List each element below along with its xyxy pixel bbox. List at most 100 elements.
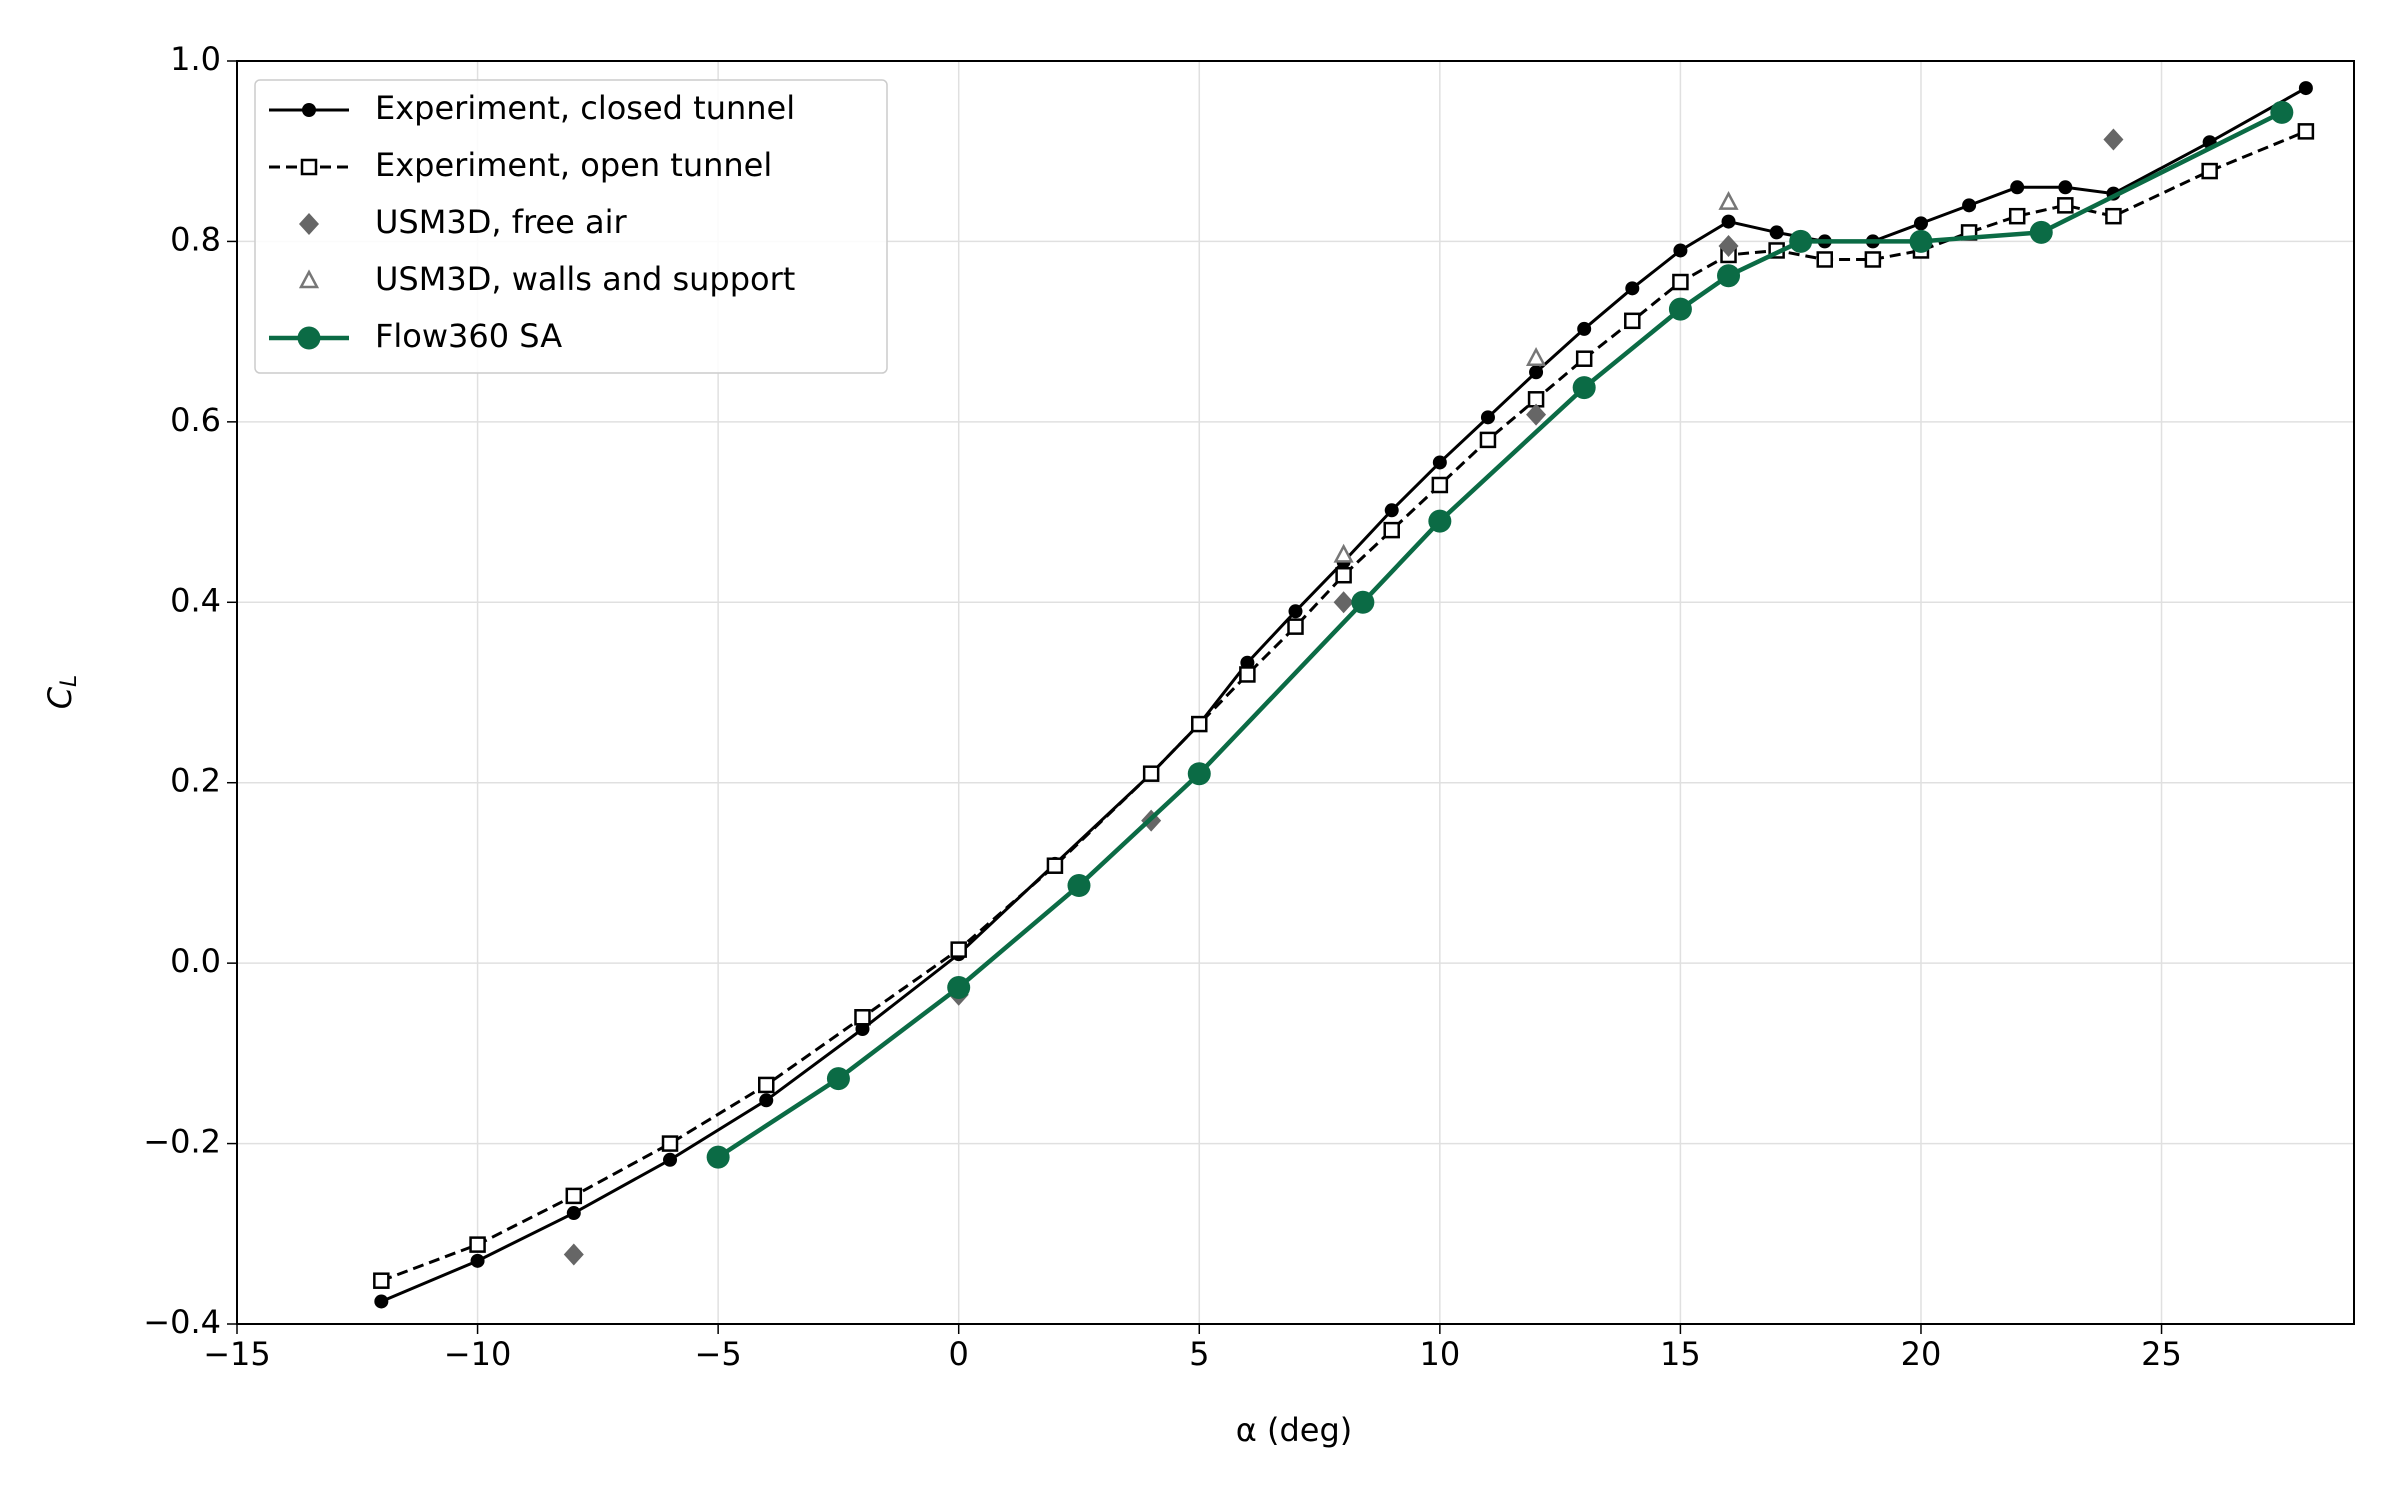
- point: [565, 1187, 583, 1205]
- x-tick-label: −15: [203, 1335, 271, 1373]
- y-axis-label-main: C: [41, 686, 79, 709]
- point: [1913, 216, 1928, 231]
- legend-marker: [302, 103, 316, 117]
- point: [374, 1294, 389, 1309]
- point: [1333, 591, 1354, 614]
- point: [1525, 347, 1547, 366]
- point: [826, 1067, 850, 1091]
- point: [1769, 225, 1784, 240]
- point: [1864, 251, 1882, 268]
- point: [1479, 431, 1497, 449]
- legend-label: Experiment, open tunnel: [375, 146, 772, 184]
- x-axis-label: α (deg): [1236, 1411, 1353, 1449]
- legend-label: USM3D, free air: [375, 203, 627, 241]
- point: [1432, 455, 1447, 470]
- point: [1577, 321, 1592, 336]
- y-tick-label: 0.0: [170, 942, 221, 980]
- point: [947, 976, 971, 1000]
- point: [1625, 281, 1640, 296]
- legend-frame: [254, 79, 888, 374]
- point: [2201, 162, 2218, 180]
- point: [950, 941, 967, 958]
- point: [469, 1236, 486, 1253]
- point: [1333, 543, 1354, 563]
- point: [1718, 190, 1739, 210]
- x-tick-label: −10: [444, 1335, 512, 1373]
- point: [2057, 197, 2074, 214]
- point: [1721, 214, 1736, 229]
- y-tick-label: 0.6: [170, 401, 221, 439]
- point: [1575, 350, 1593, 367]
- legend-marker: [298, 269, 320, 289]
- point: [1287, 618, 1304, 635]
- point: [563, 1243, 584, 1266]
- point: [1239, 666, 1256, 683]
- y-tick-label: 0.8: [170, 220, 221, 258]
- point: [1529, 365, 1544, 380]
- point: [1673, 243, 1688, 258]
- point: [2298, 81, 2313, 96]
- point: [1572, 376, 1596, 400]
- y-tick-label: −0.2: [143, 1123, 221, 1161]
- legend-marker: [297, 326, 321, 350]
- y-tick-label: 1.0: [170, 40, 221, 78]
- point: [1351, 590, 1375, 614]
- legend-label: Flow360 SA: [375, 317, 562, 355]
- point: [663, 1152, 678, 1167]
- point: [1428, 509, 1452, 533]
- point: [2297, 123, 2315, 140]
- point: [2029, 220, 2053, 244]
- point: [1335, 566, 1352, 584]
- point: [566, 1206, 581, 1221]
- point: [1067, 874, 1091, 898]
- point: [854, 1009, 871, 1026]
- point: [2008, 207, 2026, 225]
- point: [759, 1093, 774, 1108]
- x-tick-label: 15: [1660, 1335, 1701, 1373]
- x-tick-label: 20: [1901, 1335, 1942, 1373]
- legend-marker: [299, 213, 319, 235]
- y-tick-label: 0.4: [170, 581, 221, 619]
- series-line: [716, 110, 2283, 1159]
- point: [2058, 180, 2073, 195]
- y-tick-label: 0.2: [170, 762, 221, 800]
- point: [2105, 207, 2122, 225]
- point: [1789, 229, 1813, 253]
- y-axis-label-sub: L: [57, 675, 82, 687]
- point: [1526, 403, 1547, 426]
- x-tick-label: 10: [1419, 1335, 1460, 1373]
- point: [1431, 476, 1449, 494]
- point: [1480, 410, 1495, 425]
- point: [1672, 273, 1689, 291]
- point: [1816, 251, 1833, 268]
- point: [758, 1076, 775, 1094]
- point: [2103, 128, 2124, 151]
- point: [1624, 312, 1641, 330]
- point: [661, 1135, 679, 1152]
- legend: Experiment, closed tunnel Experiment, ope…: [254, 79, 888, 374]
- plot-frame: [236, 60, 2355, 1325]
- point: [2010, 180, 2025, 195]
- point: [1191, 715, 1208, 733]
- point: [1909, 229, 1933, 253]
- point: [1717, 264, 1741, 288]
- point: [1384, 503, 1399, 518]
- legend-label: Experiment, closed tunnel: [375, 89, 795, 127]
- y-tick-label: −0.4: [143, 1303, 221, 1341]
- x-tick-label: 0: [949, 1335, 969, 1373]
- point: [706, 1145, 730, 1169]
- point: [1383, 521, 1400, 539]
- legend-label: USM3D, walls and support: [375, 260, 795, 298]
- point: [1288, 604, 1303, 619]
- point: [1187, 762, 1211, 786]
- y-axis-label: CL: [41, 675, 82, 710]
- x-tick-label: −5: [695, 1335, 742, 1373]
- point: [1668, 297, 1692, 321]
- point: [1962, 198, 1977, 213]
- point: [1718, 234, 1739, 257]
- point: [2270, 100, 2294, 124]
- point: [1046, 857, 1064, 874]
- point: [373, 1272, 390, 1289]
